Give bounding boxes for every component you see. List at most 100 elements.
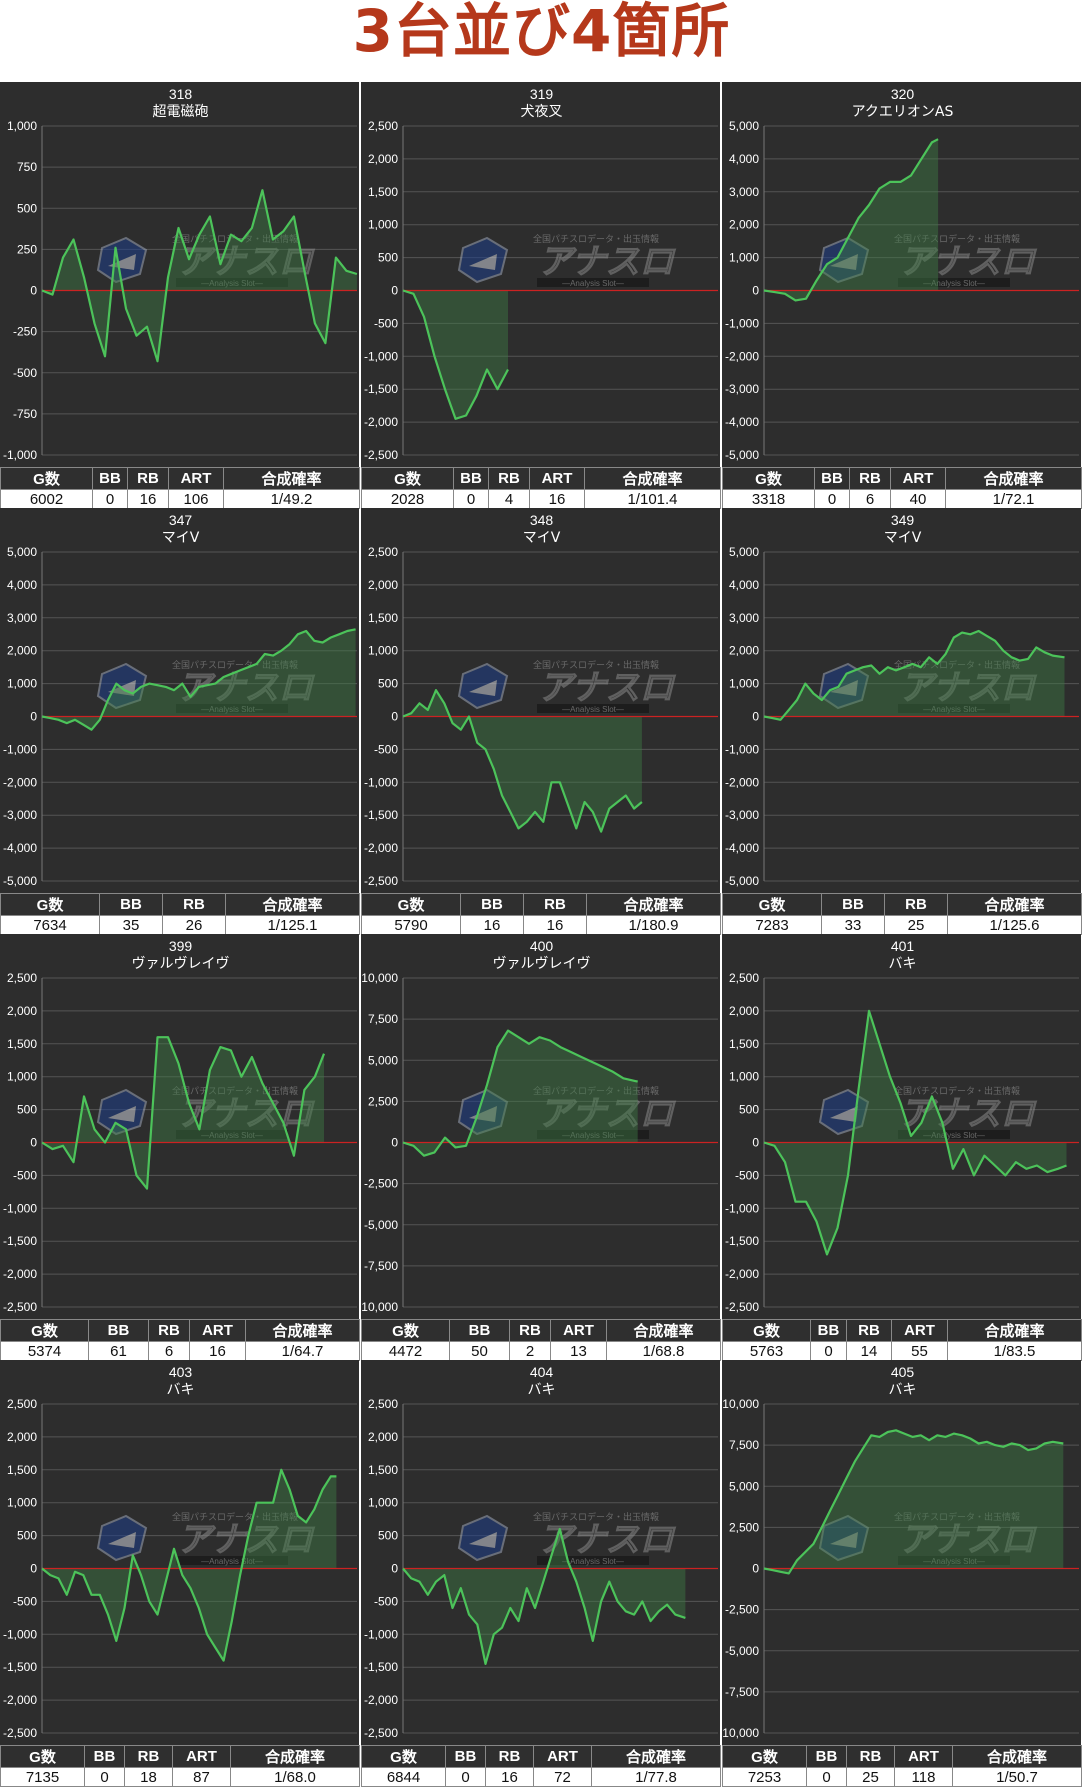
- y-tick-label: 2,000: [729, 644, 759, 658]
- y-tick-label: 4,000: [7, 578, 37, 592]
- stats-header-cell: ART: [894, 1745, 953, 1768]
- stats-header-cell: BB: [821, 893, 885, 916]
- stats-header-cell: ART: [529, 467, 585, 490]
- y-tick-label: 0: [391, 1136, 398, 1150]
- y-tick-label: -2,000: [725, 775, 759, 789]
- stats-value-cell: 2028: [361, 489, 454, 509]
- stats-header-cell: BB: [84, 1745, 125, 1768]
- svg-text:全国パチスロデータ・出玉情報: 全国パチスロデータ・出玉情報: [533, 659, 659, 671]
- stats-header-cell: BB: [449, 1319, 510, 1342]
- stats-value-cell: 61: [88, 1341, 149, 1361]
- chart-svg: -10,000 -7,500 -5,000 -2,500 0 2,500 5,000 7,50…: [361, 938, 718, 1314]
- y-tick-label: 250: [17, 242, 37, 256]
- y-tick-label: -5,000: [364, 1218, 398, 1232]
- y-tick-label: -500: [735, 1168, 759, 1182]
- stats-value-cell: 1/49.2: [223, 489, 360, 509]
- machine-panel: -10,000 -7,500 -5,000 -2,500 0 2,500 5,000 7,50…: [361, 934, 721, 1361]
- area-fill: [764, 631, 1065, 720]
- svg-text:全国パチスロデータ・出玉情報: 全国パチスロデータ・出玉情報: [894, 1511, 1020, 1523]
- stats-value-cell: 87: [172, 1767, 231, 1787]
- stats-header-cell: 合成確率: [947, 1319, 1082, 1342]
- stats-header-row: G数 BB RB ART 合成確率: [361, 467, 721, 490]
- y-tick-label: 3,000: [7, 611, 37, 625]
- machine-panel: -2,500 -2,000 -1,500 -1,000 -500 0 500 1,000 1,5…: [722, 934, 1082, 1361]
- stats-header-cell: G数: [722, 1745, 807, 1768]
- stats-header-row: G数 BB RB ART 合成確率: [722, 467, 1082, 490]
- stats-value-cell: 3318: [722, 489, 815, 509]
- stats-value-cell: 7135: [0, 1767, 85, 1787]
- svg-text:―Analysis Slot―: ―Analysis Slot―: [201, 1557, 263, 1566]
- y-tick-label: 500: [17, 201, 37, 215]
- stats-header-cell: RB: [509, 1319, 551, 1342]
- stats-value-row: 6002 0 16 106 1/49.2: [0, 489, 360, 509]
- stats-value-row: 3318 0 6 40 1/72.1: [722, 489, 1082, 509]
- y-tick-label: 2,000: [368, 578, 398, 592]
- stats-header-cell: RB: [485, 1745, 534, 1768]
- stats-value-cell: 1/64.7: [245, 1341, 360, 1361]
- stats-value-cell: 16: [460, 915, 524, 935]
- stats-header-cell: G数: [0, 1745, 85, 1768]
- y-tick-label: -500: [13, 1594, 37, 1608]
- stats-header-cell: BB: [88, 1319, 149, 1342]
- y-tick-label: -500: [374, 316, 398, 330]
- stats-value-cell: 1/101.4: [584, 489, 721, 509]
- svg-text:―Analysis Slot―: ―Analysis Slot―: [923, 1557, 985, 1566]
- machine-number: 403: [169, 1364, 193, 1380]
- series-line: [763, 138, 939, 302]
- stats-table: G数 BB RB 合成確率 7634 35 26 1/125.1: [0, 893, 360, 935]
- stats-header-cell: 合成確率: [591, 1745, 721, 1768]
- machine-panel: -2,500 -2,000 -1,500 -1,000 -500 0 500 1,000 1,5…: [361, 1360, 721, 1787]
- stats-value-row: 7253 0 25 118 1/50.7: [722, 1767, 1082, 1787]
- svg-text:アナスロ: アナスロ: [538, 1094, 675, 1134]
- stats-value-cell: 16: [189, 1341, 246, 1361]
- y-tick-label: -5,000: [725, 448, 759, 462]
- stats-header-cell: ART: [890, 467, 946, 490]
- stats-header-cell: RB: [124, 1745, 173, 1768]
- y-tick-label: 5,000: [729, 119, 759, 133]
- slump-chart: -5,000 -4,000 -3,000 -2,000 -1,000 0 1,000 2,00…: [722, 82, 1081, 467]
- y-tick-label: -10,000: [722, 1726, 759, 1740]
- svg-text:―Analysis Slot―: ―Analysis Slot―: [923, 1131, 985, 1140]
- y-tick-label: 2,500: [368, 119, 398, 133]
- svg-text:アナスロ: アナスロ: [899, 1094, 1036, 1134]
- stats-header-row: G数 BB RB 合成確率: [0, 893, 360, 916]
- y-tick-label: -1,000: [364, 1627, 398, 1641]
- y-tick-label: -1,500: [3, 1234, 37, 1248]
- stats-value-cell: 0: [84, 1767, 125, 1787]
- stats-header-cell: 合成確率: [947, 893, 1082, 916]
- y-tick-label: 1,500: [368, 185, 398, 199]
- area-fill: [403, 290, 508, 419]
- stats-value-cell: 6002: [0, 489, 93, 509]
- stats-value-cell: 1/77.8: [591, 1767, 721, 1787]
- y-tick-label: 0: [752, 1136, 759, 1150]
- y-tick-label: -1,000: [364, 349, 398, 363]
- model-name: バキ: [528, 1382, 556, 1398]
- stats-header-cell: RB: [846, 1745, 895, 1768]
- y-tick-label: -10,000: [361, 1300, 398, 1314]
- svg-text:―Analysis Slot―: ―Analysis Slot―: [923, 279, 985, 288]
- stats-value-row: 5374 61 6 16 1/64.7: [0, 1341, 360, 1361]
- y-tick-label: 500: [17, 1529, 37, 1543]
- stats-value-cell: 0: [806, 1767, 847, 1787]
- y-tick-label: -7,500: [364, 1259, 398, 1273]
- stats-header-cell: 合成確率: [223, 467, 360, 490]
- stats-value-cell: 0: [453, 489, 489, 509]
- series-line: [763, 1009, 1067, 1256]
- y-tick-label: 2,500: [368, 545, 398, 559]
- stats-header-cell: G数: [0, 467, 93, 490]
- model-name: マイV: [523, 530, 561, 546]
- stats-value-cell: 0: [445, 1767, 486, 1787]
- svg-text:アナスロ: アナスロ: [538, 668, 675, 708]
- stats-header-cell: RB: [884, 893, 948, 916]
- chart-svg: -2,500 -2,000 -1,500 -1,000 -500 0 500 1,000 1,5…: [364, 512, 718, 888]
- stats-table: G数 BB RB ART 合成確率 7253 0 25 118 1/50.7: [722, 1745, 1082, 1787]
- y-tick-label: -250: [13, 325, 37, 339]
- stats-header-cell: ART: [533, 1745, 592, 1768]
- y-tick-label: -3,000: [725, 808, 759, 822]
- stats-value-cell: 1/50.7: [952, 1767, 1082, 1787]
- stats-header-cell: G数: [722, 893, 822, 916]
- y-tick-label: 7,500: [729, 1438, 759, 1452]
- y-tick-label: 4,000: [729, 578, 759, 592]
